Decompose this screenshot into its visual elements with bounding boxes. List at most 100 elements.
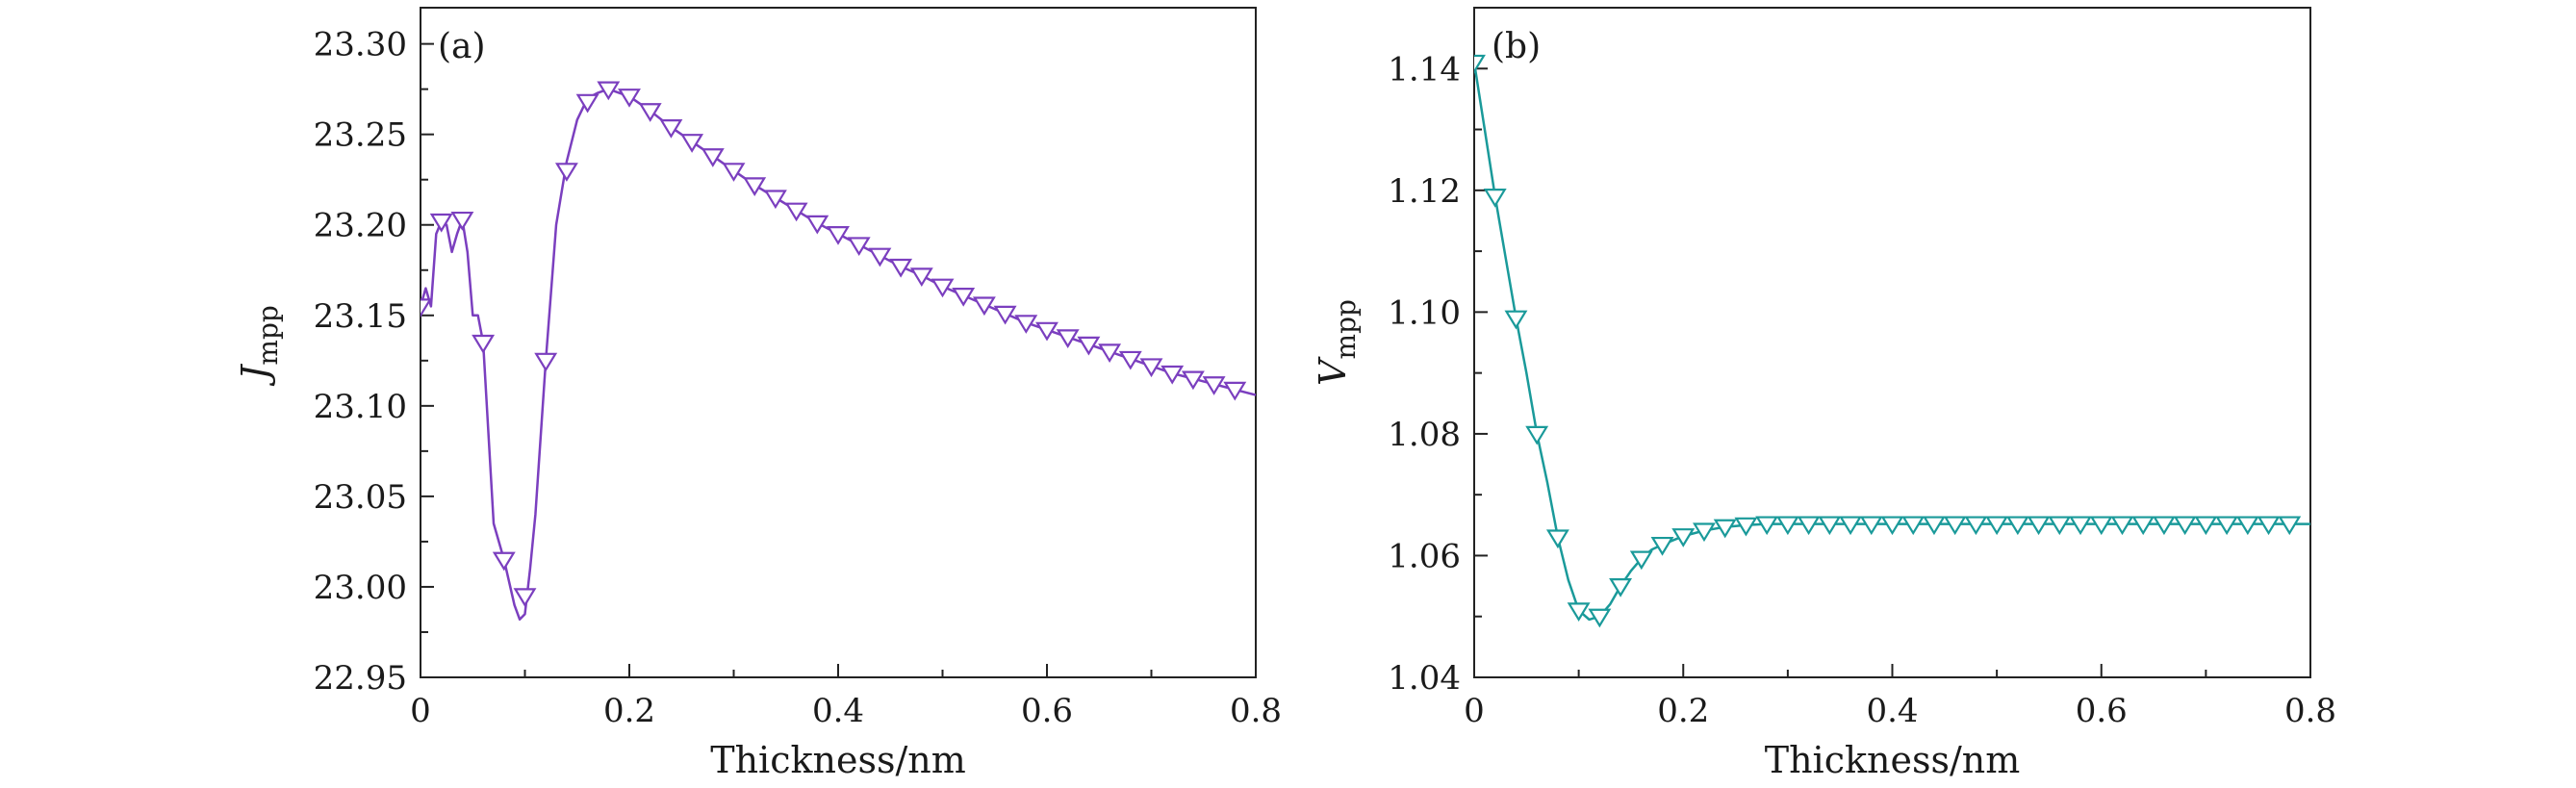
- panel-a-data-point: [429, 213, 453, 233]
- panel-b-data-point: [2194, 516, 2218, 536]
- panel-b-y-tick-label: 1.14: [1388, 50, 1461, 89]
- panel-a-data-point: [993, 305, 1017, 325]
- panel-a-y-axis-label-main: J: [234, 364, 276, 387]
- panel-b-data-point: [2152, 516, 2176, 536]
- panel-b-data-point: [1504, 310, 1528, 330]
- panel-b-data-point: [1483, 189, 1507, 208]
- panel-a-y-tick-label: 23.00: [314, 569, 407, 607]
- panel-a-panel-tag: (a): [438, 27, 486, 66]
- panel-b-data-point: [1859, 516, 1883, 536]
- panel-a-x-tick-label: 0.8: [1230, 692, 1282, 730]
- panel-a-data-point: [889, 258, 913, 278]
- panel-a-data-point: [1223, 381, 1247, 401]
- panel-a-y-tick-label: 23.05: [314, 478, 407, 517]
- panel-b-y-axis-label: Vmpp: [1312, 299, 1362, 386]
- panel-a-y-tick-label: 23.25: [314, 116, 407, 155]
- panel-a-data-point: [680, 134, 704, 153]
- panel-a-y-tick-label: 23.20: [314, 207, 407, 245]
- panel-b-data-point: [2215, 516, 2239, 536]
- panel-b-plot-frame: [1473, 7, 2311, 678]
- panel-b-x-tick-label: 0.8: [2284, 692, 2336, 730]
- panel-a-data-point: [421, 298, 432, 318]
- panel-a-data-point: [972, 296, 996, 317]
- panel-b-x-tick-label: 0.4: [1866, 692, 1918, 730]
- panel-a-data-point: [1056, 329, 1080, 348]
- panel-b-y-tick-label: 1.08: [1388, 416, 1461, 454]
- panel-b-data-point: [1775, 516, 1799, 536]
- panel-a-data-point: [931, 278, 955, 298]
- panel-a-data-point: [472, 334, 496, 354]
- panel-b-data-point: [1755, 516, 1779, 536]
- panel-b-series-line: [1474, 62, 2310, 622]
- panel-a-y-axis-label: Jmpp: [234, 305, 284, 387]
- panel-a-data-point: [952, 287, 976, 307]
- panel-a-data-point: [868, 247, 892, 267]
- panel-b-data-point: [1818, 516, 1842, 536]
- panel-b-data-point: [2173, 516, 2197, 536]
- panel-b-data-point: [1671, 528, 1696, 547]
- panel-b-data-point: [1525, 425, 1549, 445]
- panel-a-data-point: [513, 588, 537, 607]
- panel-b-data-point: [1734, 517, 1758, 537]
- panel-a-data-point: [827, 226, 850, 245]
- panel-a-data-point: [659, 119, 683, 139]
- panel-a-data-point: [554, 163, 578, 182]
- panel-b-chart: 0 0.2 0.4 0.6 0.8 1.04 1.06 1.08 1.10 1.12 1.14 Thi…: [1312, 7, 2336, 781]
- panel-b-data-point: [1609, 577, 1633, 597]
- panel-a-y-axis-label-sub: mpp: [252, 305, 284, 365]
- panel-b-data-point: [2235, 516, 2259, 536]
- panel-b-panel-tag: (b): [1492, 27, 1541, 66]
- panel-a-plot-frame: [420, 7, 1257, 678]
- panel-b-y-tick-label: 1.06: [1388, 537, 1461, 575]
- panel-a-y-tick-label: 23.15: [314, 297, 407, 336]
- panel-b-y-tick-label: 1.12: [1388, 172, 1461, 211]
- panel-a-data-point: [1139, 358, 1163, 378]
- panel-a-data-point: [743, 177, 767, 196]
- panel-a-data-point: [722, 163, 746, 182]
- panel-a-x-tick-label: 0.6: [1021, 692, 1073, 730]
- panel-b-data-point: [2048, 516, 2072, 536]
- panel-a-x-axis-label: Thickness/nm: [710, 739, 966, 781]
- panel-a-data-point: [1014, 315, 1038, 334]
- panel-b-data-point: [1545, 529, 1569, 549]
- panel-b-data-point: [2257, 516, 2281, 536]
- panel-b-data-point: [1839, 516, 1863, 536]
- panel-b-data-point: [2131, 516, 2155, 536]
- panel-a-data-point: [1077, 336, 1101, 356]
- panel-a-data-point: [534, 352, 558, 372]
- panel-a-y-tick-label: 23.30: [314, 26, 407, 64]
- panel-b-y-axis-label-sub: mpp: [1330, 299, 1362, 359]
- panel-a-data-point: [618, 89, 641, 108]
- panel-a-x-tick-label: 0.2: [603, 692, 655, 730]
- panel-a-data-point: [701, 148, 725, 167]
- panel-b-data-point: [2089, 516, 2113, 536]
- panel-a-data-point: [763, 190, 787, 210]
- panel-b-data-point: [1713, 519, 1737, 539]
- panel-a-y-tick-label: 23.10: [314, 388, 407, 426]
- panel-b-x-axis-label: Thickness/nm: [1765, 739, 2021, 781]
- panel-b-data-point: [1964, 516, 1988, 536]
- panel-a-data-point: [909, 267, 933, 288]
- panel-a-x-tick-label: 0.4: [812, 692, 864, 730]
- panel-a-data-point: [450, 211, 474, 231]
- panel-b-data-point: [1629, 550, 1653, 571]
- panel-b-data-point: [1474, 54, 1486, 74]
- panel-a-data-point: [597, 81, 621, 101]
- panel-b-data-point: [1943, 516, 1967, 536]
- panel-a-data-point: [638, 103, 662, 122]
- panel-a-data-point: [847, 237, 871, 257]
- panel-a-data-point: [805, 215, 829, 235]
- panel-b-y-axis-label-main: V: [1312, 356, 1354, 386]
- panel-a-data-point: [1118, 350, 1142, 370]
- panel-b-data-point: [1797, 516, 1821, 536]
- panel-a-data-point: [1098, 343, 1122, 364]
- panel-b-x-tick-label: 0.6: [2076, 692, 2128, 730]
- panel-a-x-tick-label: 0: [410, 692, 431, 730]
- panel-b-y-tick-label: 1.10: [1388, 293, 1461, 332]
- panel-b-data-point: [2027, 516, 2051, 536]
- panel-b-data-point: [2069, 516, 2092, 536]
- panel-b-data-point: [1922, 516, 1946, 536]
- panel-a-data-point: [492, 551, 516, 572]
- panel-b-data-point: [1880, 516, 1904, 536]
